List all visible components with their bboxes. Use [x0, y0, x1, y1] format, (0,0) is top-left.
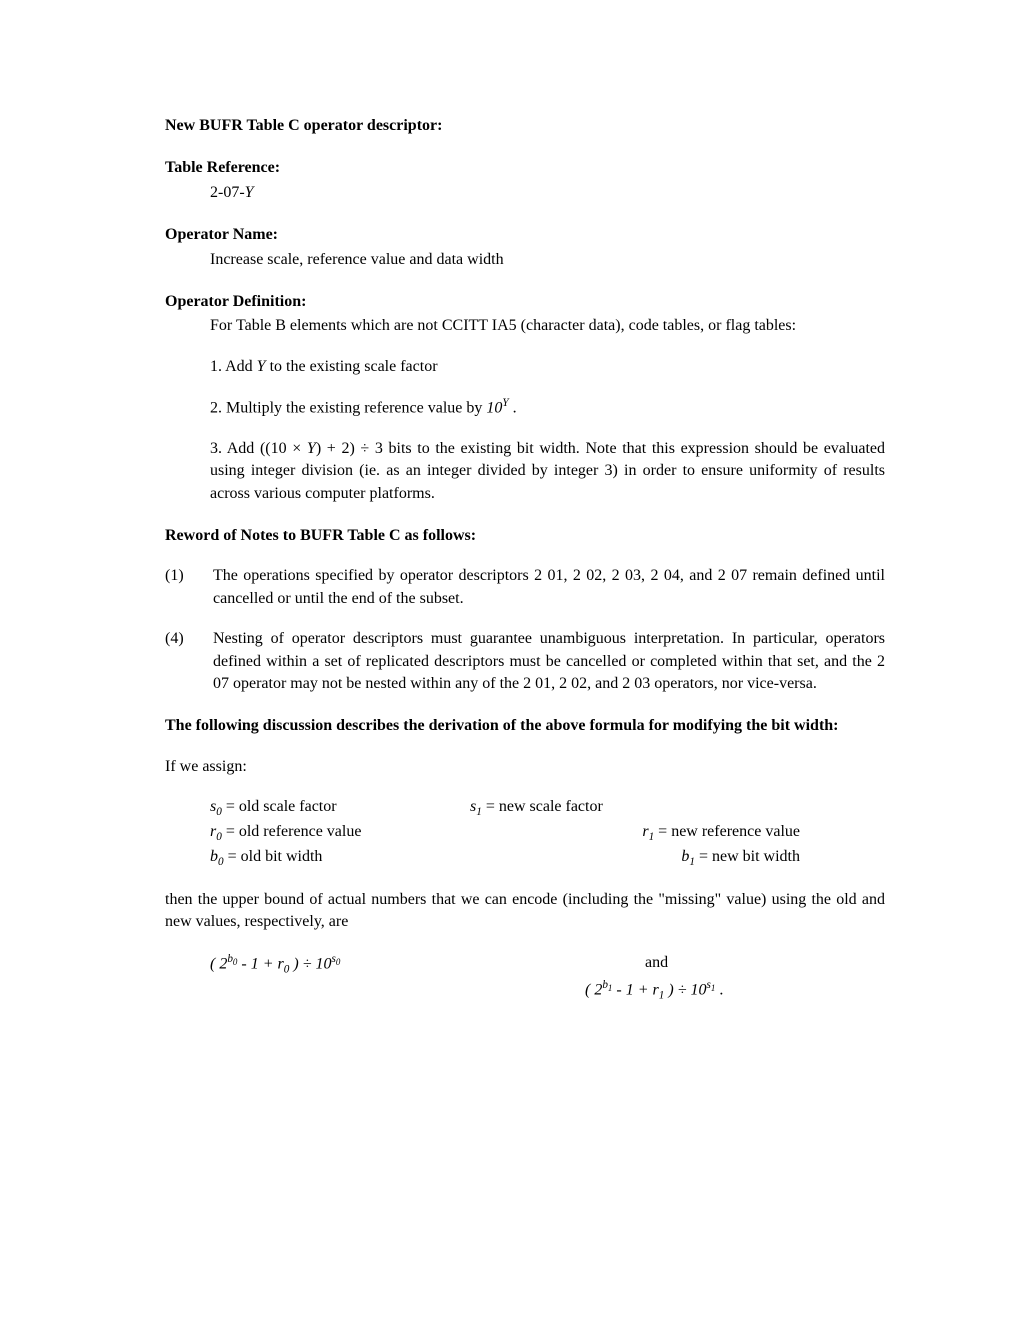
step3-expr-y: Y	[307, 440, 316, 457]
step1-post: to the existing scale factor	[266, 358, 438, 375]
upper-bound-text: then the upper bound of actual numbers t…	[165, 889, 885, 934]
table-ref-label: Table Reference:	[165, 157, 885, 179]
note4-text: Nesting of operator descriptors must gua…	[213, 628, 885, 695]
r0-text: = old reference value	[222, 823, 362, 840]
assign-b1: b1 = new bit width	[470, 846, 865, 871]
f0-a: ( 2	[210, 955, 227, 972]
assign-s0: s0 = old scale factor	[210, 796, 470, 821]
s1-text: = new scale factor	[482, 798, 603, 815]
operator-definition-section: Operator Definition: For Table B element…	[165, 291, 885, 505]
s0-text: = old scale factor	[222, 798, 337, 815]
operator-name-text: Increase scale, reference value and data…	[165, 249, 885, 271]
assign-r0: r0 = old reference value	[210, 821, 470, 846]
step2-pre: 2. Multiply the existing reference value…	[210, 399, 486, 416]
f1-c: ) ÷ 10	[664, 981, 706, 998]
operator-name-label: Operator Name:	[165, 224, 885, 246]
note1-text: The operations specified by operator des…	[213, 565, 885, 610]
assign-row-r: r0 = old reference value r1 = new refere…	[165, 821, 885, 846]
f0-b: - 1 + r	[237, 955, 283, 972]
operator-def-intro: For Table B elements which are not CCITT…	[165, 315, 885, 337]
step-2: 2. Multiply the existing reference value…	[165, 396, 885, 420]
f0-exp-s0: 0	[336, 957, 340, 967]
table-reference-section: Table Reference: 2-07-Y	[165, 157, 885, 204]
note1-num: (1)	[165, 565, 213, 610]
operator-name-section: Operator Name: Increase scale, reference…	[165, 224, 885, 271]
assign-row-b: b0 = old bit width b1 = new bit width	[165, 846, 885, 871]
note-4: (4) Nesting of operator descriptors must…	[165, 628, 885, 695]
f0-c: ) ÷ 10	[289, 955, 331, 972]
assign-r1: r1 = new reference value	[470, 821, 865, 846]
step3-expr-a: ((10 ×	[260, 440, 307, 457]
step2-base: 10	[486, 399, 502, 416]
r1-text: = new reference value	[654, 823, 800, 840]
step1-var: Y	[257, 358, 266, 375]
if-we-assign: If we assign:	[165, 756, 885, 778]
step3-expr-b: ) + 2) ÷ 3	[316, 440, 383, 457]
b0-var: b	[210, 848, 218, 865]
operator-def-label: Operator Definition:	[165, 291, 885, 313]
note4-num: (4)	[165, 628, 213, 695]
assign-b0: b0 = old bit width	[210, 846, 470, 871]
step-3: 3. Add ((10 × Y) + 2) ÷ 3 bits to the ex…	[165, 438, 885, 505]
main-title: New BUFR Table C operator descriptor:	[165, 115, 885, 137]
formula-1: ( 2b1 - 1 + r1 ) ÷ 10s1 .	[585, 978, 885, 1004]
step1-pre: 1. Add	[210, 358, 257, 375]
note-1: (1) The operations specified by operator…	[165, 565, 885, 610]
b1-text: = new bit width	[695, 848, 800, 865]
step2-post: .	[509, 399, 517, 416]
table-ref-value: 2-07-Y	[165, 182, 885, 204]
step3-pre: 3. Add	[210, 440, 260, 457]
formula-and: and	[585, 952, 885, 978]
reword-section: Reword of Notes to BUFR Table C as follo…	[165, 525, 885, 695]
formula-0: ( 2b0 - 1 + r0 ) ÷ 10s0	[210, 952, 585, 978]
and-text: and	[645, 954, 668, 971]
f1-end: .	[715, 981, 723, 998]
f1-a: ( 2	[585, 981, 602, 998]
b0-text: = old bit width	[224, 848, 323, 865]
reword-heading: Reword of Notes to BUFR Table C as follo…	[165, 525, 885, 547]
title-section: New BUFR Table C operator descriptor:	[165, 115, 885, 137]
formula-row-2: ( 2b1 - 1 + r1 ) ÷ 10s1 .	[165, 978, 885, 1004]
formula-spacer	[210, 978, 585, 1004]
formula-row-1: ( 2b0 - 1 + r0 ) ÷ 10s0 and	[165, 952, 885, 978]
assign-s1: s1 = new scale factor	[470, 796, 865, 821]
table-ref-prefix: 2-07-	[210, 184, 245, 201]
assign-row-s: s0 = old scale factor s1 = new scale fac…	[165, 796, 885, 821]
discussion-heading: The following discussion describes the d…	[165, 715, 885, 737]
f1-b: - 1 + r	[612, 981, 658, 998]
table-ref-var: Y	[245, 184, 254, 201]
step-1: 1. Add Y to the existing scale factor	[165, 356, 885, 378]
